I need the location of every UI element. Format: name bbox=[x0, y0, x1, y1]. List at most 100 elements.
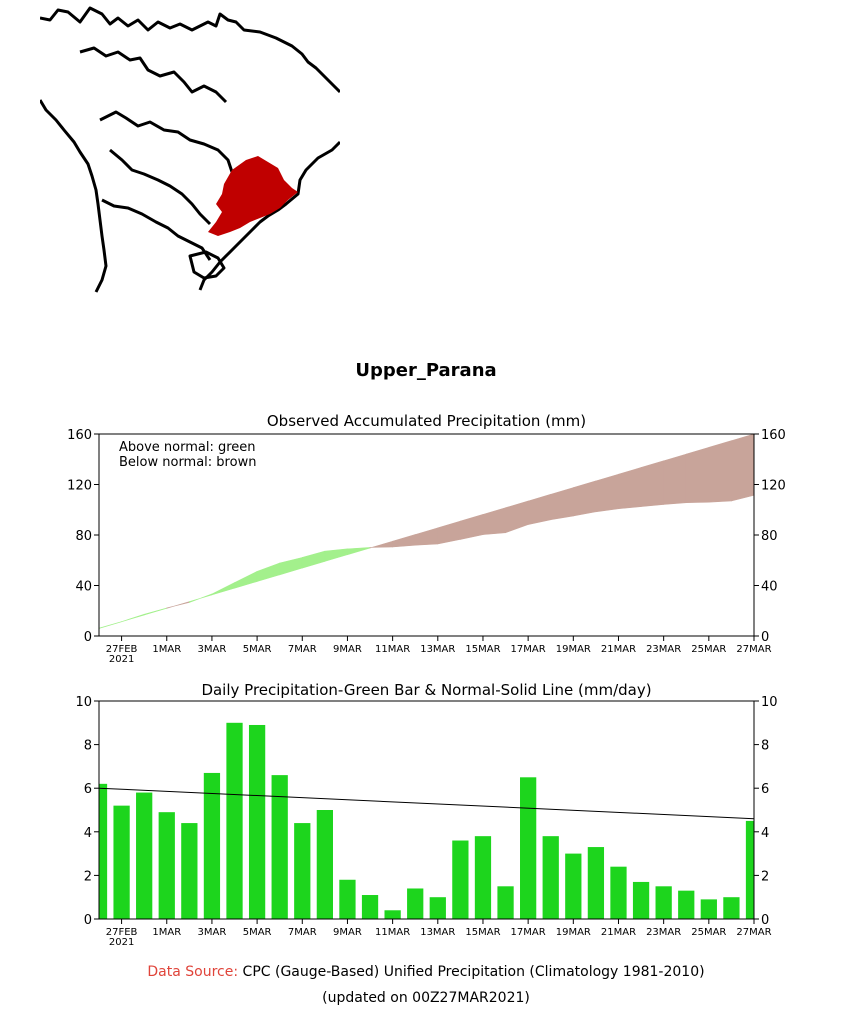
chart1-annotation-below: Below normal: brown bbox=[119, 455, 256, 470]
chart2-xtick-label: 1MAR bbox=[152, 927, 181, 938]
chart1-ytick-label-right: 120 bbox=[761, 479, 786, 494]
chart2-ytick-label-right: 4 bbox=[761, 826, 769, 841]
uruguay bbox=[188, 250, 226, 280]
daily-precip-bar bbox=[113, 805, 130, 919]
chart2-xtick-label: 23MAR bbox=[646, 927, 681, 938]
updated-note: (updated on 00Z27MAR2021) bbox=[322, 990, 530, 1006]
chart2-xtick-label: 21MAR bbox=[601, 927, 636, 938]
chart2-xtick-label: 27FEB bbox=[106, 927, 138, 938]
chart1-xtick-label: 5MAR bbox=[243, 644, 272, 655]
daily-precip-bar bbox=[587, 847, 605, 919]
accum-above-normal-segment bbox=[189, 593, 213, 603]
accum-below-normal-segment bbox=[369, 540, 393, 549]
accum-below-normal-segment bbox=[708, 440, 732, 503]
chart2-xtick-sublabel: 2021 bbox=[109, 937, 134, 948]
accum-below-normal-segment bbox=[685, 447, 710, 503]
data-source-label: Data Source: bbox=[147, 964, 239, 980]
chart1-xtick-label: 13MAR bbox=[420, 644, 455, 655]
daily-precip-bar bbox=[497, 886, 514, 919]
chart1-xtick-sublabel: 2021 bbox=[109, 654, 134, 665]
coastline bbox=[40, 6, 340, 94]
charts: Observed Accumulated Precipitation (mm) 0… bbox=[67, 412, 786, 948]
accum-below-normal-segment bbox=[437, 520, 461, 545]
daily-precip-bar bbox=[700, 899, 717, 919]
daily-precip-bar bbox=[248, 724, 266, 919]
accum-above-normal-segment bbox=[347, 547, 371, 556]
chart2-xtick-label: 3MAR bbox=[198, 927, 227, 938]
chart1-xtick-label: 27MAR bbox=[736, 644, 771, 655]
chart2-ytick-label-left: 4 bbox=[84, 826, 92, 841]
chart2-xtick-label: 19MAR bbox=[556, 927, 591, 938]
chart2-ytick-label-left: 10 bbox=[75, 695, 92, 710]
chart2-xtick-label: 11MAR bbox=[375, 927, 410, 938]
accum-below-normal-segment bbox=[166, 601, 190, 609]
accum-above-normal-segment bbox=[324, 548, 348, 562]
daily-precip-bar bbox=[632, 881, 650, 919]
daily-precip-bar bbox=[678, 890, 695, 919]
border-south bbox=[101, 198, 212, 261]
chart2-xtick-label: 7MAR bbox=[288, 927, 317, 938]
region-map bbox=[40, 6, 340, 293]
chart2-xtick-label: 13MAR bbox=[420, 927, 455, 938]
data-source-note: Data Source: CPC (Gauge-Based) Unified P… bbox=[0, 964, 852, 980]
chart2-ytick-label-left: 2 bbox=[84, 869, 92, 884]
chart2-xtick-label: 5MAR bbox=[243, 927, 272, 938]
daily-precip-bar bbox=[226, 722, 243, 919]
accum-below-normal-segment bbox=[392, 534, 416, 548]
chart1-ytick-label-right: 40 bbox=[761, 580, 778, 595]
daily-precip-bar bbox=[181, 823, 198, 919]
border-center bbox=[109, 148, 212, 226]
accum-above-normal-segment bbox=[256, 562, 280, 582]
daily-precip-bar bbox=[158, 812, 175, 919]
accum-below-normal-segment bbox=[505, 500, 529, 534]
accum-above-normal-segment bbox=[121, 613, 145, 623]
chart1-annotation-above: Above normal: green bbox=[119, 440, 256, 455]
chart2-ytick-label-right: 8 bbox=[761, 739, 769, 754]
chart1-ytick-label-right: 160 bbox=[761, 428, 786, 443]
chart2-ytick-label-right: 6 bbox=[761, 782, 769, 797]
chart1-ytick-label-left: 120 bbox=[67, 479, 92, 494]
accum-below-normal-segment bbox=[640, 460, 664, 507]
chart1-ytick-label-left: 40 bbox=[75, 580, 92, 595]
accum-above-normal-segment bbox=[143, 607, 168, 616]
daily-precip-bar bbox=[407, 888, 424, 919]
chart2-ytick-label-left: 0 bbox=[84, 913, 92, 928]
daily-precip-bar bbox=[316, 810, 333, 919]
data-source-text: CPC (Gauge-Based) Unified Precipitation … bbox=[242, 964, 705, 980]
chart1-xtick-label: 1MAR bbox=[152, 644, 181, 655]
chart1-xtick-label: 23MAR bbox=[646, 644, 681, 655]
chart1-xtick-label: 17MAR bbox=[511, 644, 546, 655]
chart2-frame bbox=[98, 700, 755, 920]
chart2-ytick-label-right: 0 bbox=[761, 913, 769, 928]
chart1-xtick-label: 11MAR bbox=[375, 644, 410, 655]
daily-precip-bar bbox=[655, 886, 672, 919]
upper-parana-region bbox=[208, 156, 298, 236]
chart2-xtick-label: 15MAR bbox=[465, 927, 500, 938]
chart1-ytick-label-left: 160 bbox=[67, 428, 92, 443]
daily-precip-bar bbox=[452, 840, 469, 919]
daily-precip-bar bbox=[203, 772, 221, 919]
coastline-east bbox=[198, 140, 340, 291]
daily-precip-bar bbox=[474, 836, 492, 919]
daily-normal-line bbox=[98, 787, 755, 820]
daily-precip-bar bbox=[136, 792, 153, 919]
daily-precip-bar bbox=[565, 853, 582, 919]
daily-precip-bar bbox=[745, 820, 754, 919]
chart1-xtick-label: 9MAR bbox=[333, 644, 362, 655]
chart1-xtick-label: 7MAR bbox=[288, 644, 317, 655]
chart2-ytick-label-left: 8 bbox=[84, 739, 92, 754]
chart1-xtick-label: 27FEB bbox=[106, 644, 138, 655]
chart2-xtick-label: 25MAR bbox=[691, 927, 726, 938]
border-north bbox=[79, 46, 228, 104]
chart2-ytick-label-right: 2 bbox=[761, 869, 769, 884]
accum-below-normal-segment bbox=[663, 453, 687, 505]
chart2-xtick-label: 17MAR bbox=[511, 927, 546, 938]
accum-below-normal-segment bbox=[482, 507, 506, 535]
daily-precip-bar bbox=[361, 895, 379, 919]
south-america-region-map-icon bbox=[40, 6, 340, 293]
chart2-ytick-label-left: 6 bbox=[84, 782, 92, 797]
accum-above-normal-segment bbox=[211, 582, 235, 596]
accum-above-normal-segment bbox=[234, 570, 258, 589]
chart1-xtick-label: 3MAR bbox=[198, 644, 227, 655]
daily-precip-bar bbox=[723, 897, 740, 919]
